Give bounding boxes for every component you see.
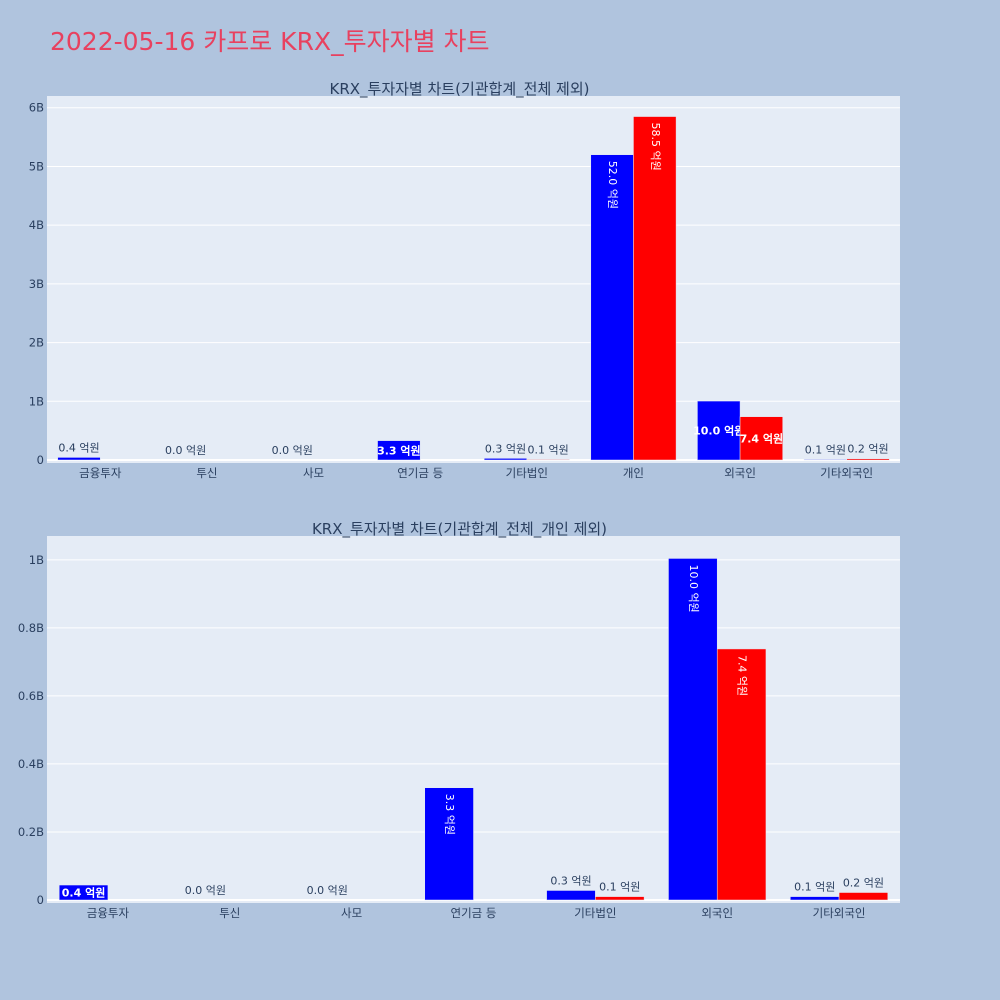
- x-tick-label: 기타외국인: [813, 906, 866, 920]
- bar: [668, 558, 718, 901]
- x-tick-label: 기타법인: [506, 466, 548, 480]
- x-tick-label: 기타법인: [574, 906, 616, 920]
- x-tick-label: 사모: [303, 466, 324, 480]
- bar-value-label: 3.3 억원: [377, 443, 421, 457]
- y-tick-label: 0.8B: [18, 621, 44, 635]
- bar-value-label: 10.0 억원: [693, 424, 744, 438]
- bar-value-label: 0.4 억원: [58, 441, 99, 454]
- y-tick-label: 3B: [29, 277, 44, 291]
- y-tick-label: 5B: [29, 159, 44, 173]
- bar: [424, 787, 474, 901]
- bar: [838, 892, 889, 901]
- y-tick-label: 0.4B: [18, 757, 44, 771]
- bar-value-label: 0.0 억원: [165, 444, 206, 457]
- y-tick-label: 0: [37, 893, 44, 907]
- y-tick-label: 6B: [29, 101, 44, 115]
- bar: [716, 648, 767, 901]
- y-tick-label: 1B: [29, 394, 44, 408]
- bar: [739, 416, 783, 461]
- bar-value-label: 0.0 억원: [307, 884, 348, 897]
- x-tick-label: 금융투자: [79, 466, 122, 480]
- bar: [846, 458, 890, 461]
- bar: [633, 116, 677, 461]
- bar: [58, 884, 109, 901]
- bar-value-label: 3.3 억원: [443, 794, 456, 835]
- x-tick-label: 기타외국인: [820, 466, 873, 480]
- chart-title: KRX_투자자별 차트(기관합계_전체_개인 제외): [312, 520, 607, 539]
- x-tick-label: 금융투자: [87, 906, 130, 920]
- bar-value-label: 0.1 억원: [528, 443, 569, 456]
- x-tick-label: 투신: [219, 906, 240, 920]
- y-tick-label: 0.6B: [18, 689, 44, 703]
- x-tick-label: 개인: [623, 466, 644, 480]
- page-title: 2022-05-16 카프로 KRX_투자자별 차트: [50, 27, 490, 56]
- bar-value-label: 10.0 억원: [687, 564, 700, 612]
- bar-value-label: 7.4 억원: [736, 655, 749, 696]
- bar: [57, 457, 101, 461]
- bar-value-label: 0.2 억원: [847, 443, 888, 456]
- bar-value-label: 0.3 억원: [550, 874, 591, 887]
- y-tick-label: 0: [37, 453, 44, 467]
- chart-title: KRX_투자자별 차트(기관합계_전체 제외): [330, 80, 590, 99]
- y-tick-label: 2B: [29, 336, 44, 350]
- bar: [790, 896, 840, 901]
- bar-value-label: 52.0 억원: [606, 161, 619, 209]
- y-tick-label: 0.2B: [18, 825, 44, 839]
- bar: [526, 459, 570, 461]
- x-tick-label: 사모: [341, 906, 362, 920]
- x-tick-label: 연기금 등: [451, 906, 497, 920]
- bar-value-label: 0.0 억원: [185, 884, 226, 897]
- x-tick-label: 외국인: [701, 906, 733, 920]
- bar-value-label: 0.1 억원: [794, 881, 835, 894]
- bar-value-label: 0.4 억원: [62, 886, 106, 900]
- bar: [546, 890, 596, 901]
- y-tick-label: 1B: [29, 553, 44, 567]
- bar-value-label: 0.3 억원: [485, 442, 526, 455]
- bar-value-label: 7.4 억원: [740, 431, 784, 445]
- bar-value-label: 0.2 억원: [843, 877, 884, 890]
- bar-value-label: 0.1 억원: [805, 443, 846, 456]
- bar-value-label: 0.1 억원: [599, 881, 640, 894]
- chart-top: KRX_투자자별 차트(기관합계_전체 제외) 0 1B 2B 3B 4B 5B 6B 금융투자…: [29, 80, 900, 480]
- bar: [590, 154, 634, 461]
- bar: [377, 440, 421, 461]
- y-tick-label: 4B: [29, 218, 44, 232]
- x-tick-label: 연기금 등: [397, 466, 443, 480]
- bar: [595, 896, 645, 901]
- bar-value-label: 58.5 억원: [649, 123, 662, 171]
- x-tick-label: 외국인: [724, 466, 756, 480]
- bar-value-label: 0.0 억원: [272, 444, 313, 457]
- plot-area: [47, 96, 900, 463]
- x-tick-label: 투신: [196, 466, 217, 480]
